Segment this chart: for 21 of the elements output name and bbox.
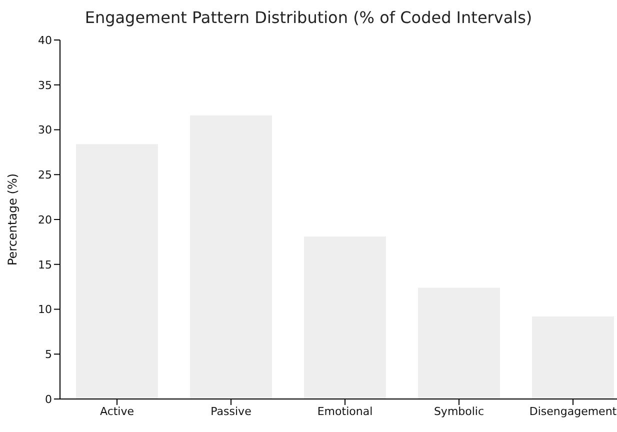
y-tick-label: 10 — [38, 303, 52, 316]
y-tick-label: 25 — [38, 168, 52, 182]
y-tick-label: 0 — [45, 392, 52, 406]
y-tick-label: 5 — [45, 348, 52, 362]
bar — [418, 288, 500, 399]
x-tick-label: Disengagement — [529, 404, 617, 418]
y-tick-label: 15 — [38, 258, 52, 272]
y-axis-title: Percentage (%) — [5, 173, 20, 266]
y-tick-label: 35 — [38, 78, 52, 92]
y-tick-label: 30 — [38, 124, 52, 137]
x-tick-label: Active — [100, 404, 134, 418]
chart-title: Engagement Pattern Distribution (% of Coded Intervals) — [84, 8, 534, 27]
x-tick-label: Emotional — [317, 404, 373, 418]
bar — [532, 316, 614, 399]
bar — [76, 144, 158, 399]
y-tick-label: 40 — [38, 34, 52, 47]
bar — [190, 115, 272, 399]
x-tick-label: Passive — [210, 404, 252, 418]
y-tick-label: 20 — [38, 213, 52, 226]
bar — [304, 236, 386, 399]
x-tick-label: Symbolic — [434, 404, 484, 418]
